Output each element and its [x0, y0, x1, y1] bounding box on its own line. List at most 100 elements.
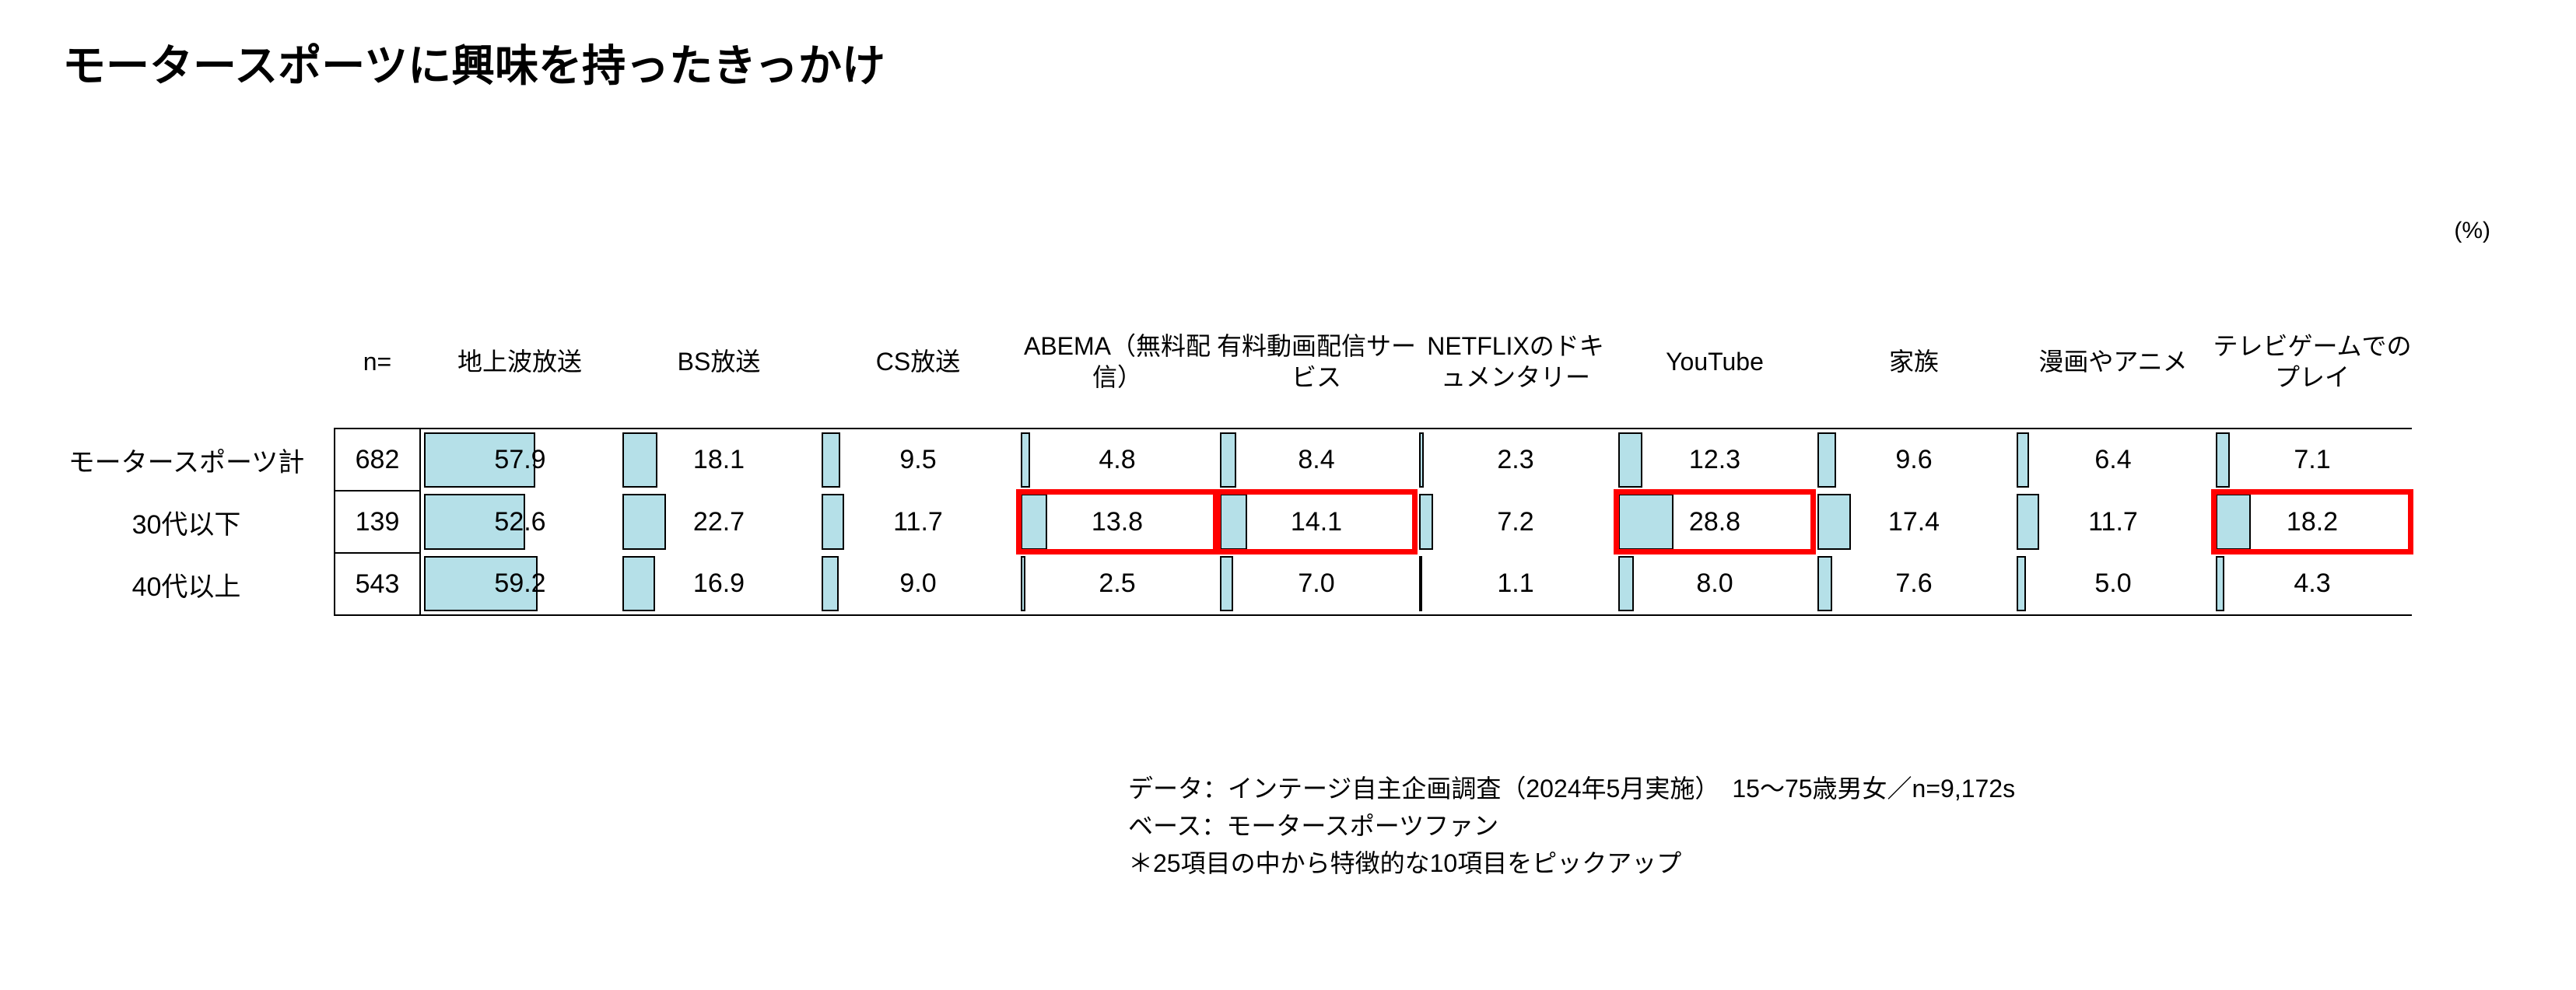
bar-cell: 22.7 — [619, 491, 818, 553]
footnote-line: データ：インテージ自主企画調査（2024年5月実施） 15～75歳男女／n=9,… — [1128, 770, 2015, 807]
footnote-line: ＊25項目の中から特徴的な10項目をピックアップ — [1128, 845, 2015, 882]
bar-fill — [1618, 432, 1642, 488]
row-label: 30代以下 — [39, 491, 335, 553]
header-blank — [39, 296, 335, 429]
bar-cell: 59.2 — [420, 553, 619, 615]
header-col: 漫画やアニメ — [2013, 296, 2213, 429]
chart-title: モータースポーツに興味を持ったきっかけ — [62, 31, 2514, 94]
bar-cell: 7.2 — [1416, 491, 1615, 553]
bar-value: 2.3 — [1497, 445, 1533, 474]
bar-fill — [822, 494, 844, 550]
bar-fill — [1817, 556, 1832, 611]
unit-label: (%) — [2454, 218, 2490, 244]
bar-cell: 7.0 — [1217, 553, 1416, 615]
n-cell: 543 — [335, 553, 420, 615]
bar-fill — [622, 432, 657, 488]
bar-cell: 18.2 — [2213, 491, 2412, 553]
bar-fill — [1817, 494, 1851, 550]
bar-cell: 13.8 — [1018, 491, 1217, 553]
bar-cell: 11.7 — [818, 491, 1018, 553]
header-n: n= — [335, 296, 420, 429]
bar-value: 11.7 — [2088, 507, 2138, 537]
bar-value: 52.6 — [494, 507, 545, 537]
bar-fill — [1220, 556, 1233, 611]
bar-cell: 2.3 — [1416, 429, 1615, 491]
n-cell: 682 — [335, 429, 420, 491]
bar-fill — [1021, 432, 1030, 488]
row-label: モータースポーツ計 — [39, 429, 335, 491]
bar-value: 7.6 — [1895, 568, 1932, 598]
bar-fill — [1220, 494, 1247, 550]
bar-value: 28.8 — [1689, 507, 1740, 537]
bar-cell: 18.1 — [619, 429, 818, 491]
bar-fill — [622, 494, 666, 550]
header-row: n= 地上波放送BS放送CS放送ABEMA（無料配信）有料動画配信サービスNET… — [39, 296, 2412, 429]
bar-cell: 2.5 — [1018, 553, 1217, 615]
bar-fill — [1618, 494, 1674, 550]
bar-value: 6.4 — [2094, 445, 2131, 474]
bar-cell: 8.0 — [1615, 553, 1814, 615]
bar-cell: 28.8 — [1615, 491, 1814, 553]
bar-cell: 7.6 — [1814, 553, 2013, 615]
bar-cell: 11.7 — [2013, 491, 2213, 553]
bar-fill — [1021, 494, 1047, 550]
table-row: 40代以上543 59.2 16.9 9.0 2.5 7.0 1.1 8.0 7.6 5.0 4.3 — [39, 553, 2412, 615]
bar-cell: 9.0 — [818, 553, 1018, 615]
bar-value: 2.5 — [1099, 568, 1135, 598]
bar-value: 14.1 — [1291, 507, 1342, 537]
bar-fill — [822, 556, 839, 611]
n-cell: 139 — [335, 491, 420, 553]
bar-value: 8.4 — [1298, 445, 1334, 474]
bar-fill — [1220, 432, 1236, 488]
bar-fill — [2216, 494, 2251, 550]
bar-cell: 16.9 — [619, 553, 818, 615]
bar-cell: 6.4 — [2013, 429, 2213, 491]
bar-cell: 5.0 — [2013, 553, 2213, 615]
bar-value: 4.3 — [2294, 568, 2330, 598]
header-col: CS放送 — [818, 296, 1018, 429]
bar-fill — [2017, 432, 2029, 488]
table-row: モータースポーツ計68257.9 18.1 9.5 4.8 8.4 2.3 12.3 9.6 6… — [39, 429, 2412, 491]
bar-cell: 52.6 — [420, 491, 619, 553]
bar-value: 18.1 — [693, 445, 745, 474]
page-root: モータースポーツに興味を持ったきっかけ (%) n= 地上波放送BS放送CS放送… — [0, 0, 2576, 990]
bar-value: 9.5 — [899, 445, 936, 474]
bar-value: 12.3 — [1689, 445, 1740, 474]
footnote-line: ベース：モータースポーツファン — [1128, 807, 2015, 845]
bar-cell: 4.3 — [2213, 553, 2412, 615]
table-head: n= 地上波放送BS放送CS放送ABEMA（無料配信）有料動画配信サービスNET… — [39, 296, 2412, 429]
bar-value: 16.9 — [693, 568, 745, 598]
bar-value: 17.4 — [1888, 507, 1940, 537]
bar-value: 59.2 — [494, 568, 545, 598]
bar-value: 7.1 — [2294, 445, 2330, 474]
footnotes: データ：インテージ自主企画調査（2024年5月実施） 15～75歳男女／n=9,… — [1128, 770, 2015, 882]
row-label: 40代以上 — [39, 553, 335, 615]
bar-cell: 4.8 — [1018, 429, 1217, 491]
bar-value: 9.0 — [899, 568, 936, 598]
table-row: 30代以下139 52.6 22.7 11.7 13.8 14.1 7.2 28.8 17.4 1… — [39, 491, 2412, 553]
bar-cell: 9.6 — [1814, 429, 2013, 491]
bar-value: 8.0 — [1696, 568, 1733, 598]
bar-value: 7.0 — [1298, 568, 1334, 598]
bar-value: 18.2 — [2287, 507, 2338, 537]
bar-fill — [1021, 556, 1025, 611]
table-body: モータースポーツ計68257.9 18.1 9.5 4.8 8.4 2.3 12.3 9.6 6… — [39, 429, 2412, 615]
header-col: YouTube — [1615, 296, 1814, 429]
bar-cell: 1.1 — [1416, 553, 1615, 615]
bar-cell: 57.9 — [420, 429, 619, 491]
bar-fill — [1419, 432, 1424, 488]
bar-fill — [822, 432, 840, 488]
bar-value: 11.7 — [893, 507, 943, 537]
header-col: 地上波放送 — [420, 296, 619, 429]
bar-fill — [1419, 494, 1433, 550]
header-col: NETFLIXのドキュメンタリー — [1416, 296, 1615, 429]
bar-fill — [2216, 556, 2224, 611]
bar-value: 7.2 — [1497, 507, 1533, 537]
header-col: テレビゲームでのプレイ — [2213, 296, 2412, 429]
bar-fill — [622, 556, 655, 611]
bar-fill — [2017, 494, 2039, 550]
header-col: BS放送 — [619, 296, 818, 429]
bar-fill — [2216, 432, 2230, 488]
chart-table-wrap: n= 地上波放送BS放送CS放送ABEMA（無料配信）有料動画配信サービスNET… — [39, 296, 2412, 616]
bar-fill — [1419, 556, 1422, 611]
